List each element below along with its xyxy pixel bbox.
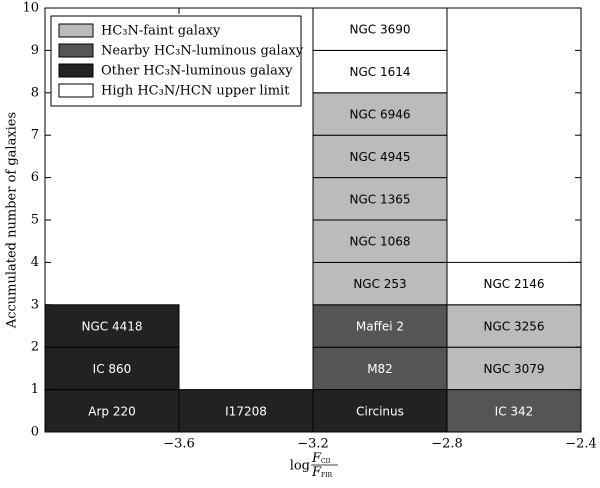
y-tick-label: 7 [31, 128, 39, 143]
box-label: NGC 3079 [483, 362, 544, 376]
legend-label: Other HC₃N-luminous galaxy [101, 64, 293, 79]
box-label: NGC 253 [353, 277, 406, 291]
y-axis-label: Accumulated number of galaxies [5, 112, 20, 329]
legend-swatch [58, 23, 94, 38]
x-label-denominator: FFIR [311, 465, 333, 480]
box [44, 346, 180, 391]
y-tick-label: 6 [31, 170, 39, 185]
y-tick-label: 9 [31, 43, 39, 58]
y-tick-label: 1 [31, 382, 39, 397]
box-label: NGC 2146 [483, 277, 544, 291]
box [312, 219, 448, 263]
x-label-numerator: FCII [311, 451, 331, 466]
y-tick-label: 0 [31, 425, 39, 440]
x-tick-label: −3.6 [163, 437, 195, 452]
legend-swatch [58, 63, 94, 78]
box [44, 304, 180, 348]
x-label-log: log [290, 459, 310, 474]
box-label: NGC 6946 [349, 108, 410, 122]
x-label-denominator-main: F [311, 465, 322, 480]
box-label: Arp 220 [88, 404, 135, 418]
box [312, 177, 448, 221]
y-tick-label: 3 [31, 297, 39, 312]
box-label: IC 860 [93, 362, 132, 376]
y-tick-label: 2 [31, 340, 39, 355]
box-label: NGC 3690 [349, 23, 410, 37]
legend-label: High HC₃N/HCN upper limit [101, 84, 290, 99]
y-tick-label: 4 [31, 255, 39, 270]
x-label-numerator-sub: CII [321, 458, 331, 465]
box [446, 389, 582, 433]
x-tick-label: −2.4 [565, 437, 597, 452]
x-label-numerator-main: F [311, 451, 322, 466]
legend-swatch [58, 83, 94, 98]
legend-swatch [58, 43, 94, 58]
box [312, 49, 448, 94]
box-label: NGC 4945 [349, 150, 410, 164]
box-label: NGC 1365 [349, 192, 410, 206]
x-tick-label: −2.8 [431, 437, 463, 452]
box [312, 346, 448, 391]
box-label: Maffei 2 [356, 320, 404, 334]
box [312, 7, 448, 51]
box [178, 389, 314, 433]
legend-label: HC₃N-faint galaxy [101, 24, 221, 39]
box [44, 389, 180, 433]
box-label: M82 [367, 362, 393, 376]
x-tick-label: −3.2 [297, 437, 329, 452]
box-label: IC 342 [495, 404, 534, 418]
y-tick-label: 10 [22, 1, 39, 16]
legend-label: Nearby HC₃N-luminous galaxy [101, 44, 304, 59]
box-label: NGC 3256 [483, 320, 544, 334]
box [312, 261, 448, 306]
box-label: NGC 1614 [349, 65, 410, 79]
box [312, 92, 448, 136]
y-tick-label: 8 [31, 85, 39, 100]
box-label: NGC 4418 [81, 320, 142, 334]
box-label: NGC 1068 [349, 235, 410, 249]
box-label: I17208 [225, 404, 267, 418]
x-label-denominator-sub: FIR [321, 472, 333, 479]
box [312, 134, 448, 179]
box-label: Circinus [356, 404, 404, 418]
box [312, 304, 448, 348]
y-tick-label: 5 [31, 213, 39, 228]
box [446, 261, 582, 306]
